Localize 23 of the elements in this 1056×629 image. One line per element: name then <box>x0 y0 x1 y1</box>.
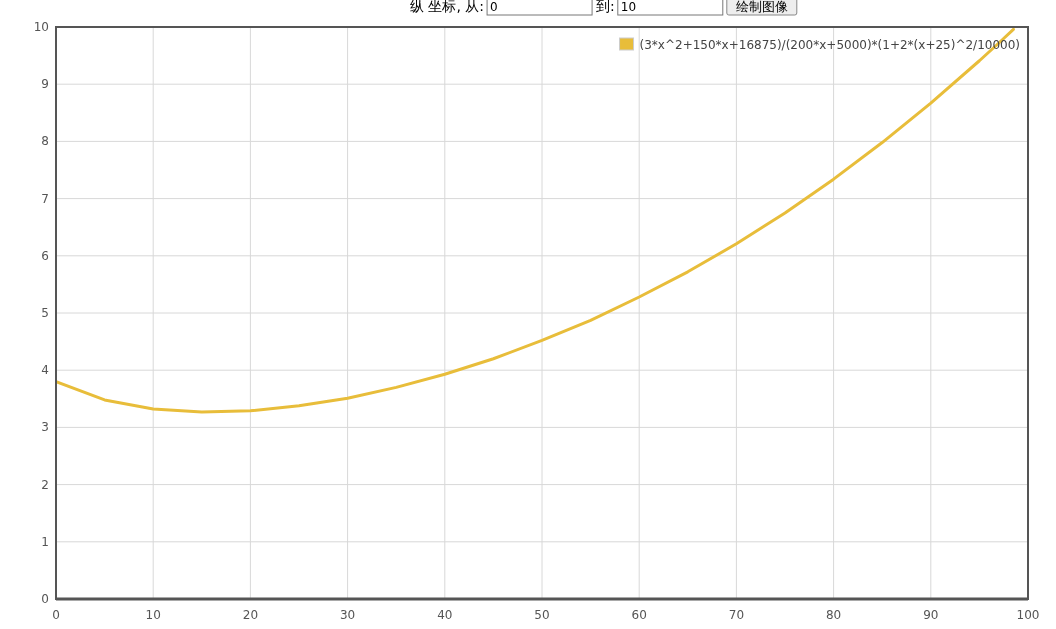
y-tick-label: 6 <box>41 248 49 263</box>
controls: 纵 坐标, 从: 0 到: 10 绘制图像 <box>410 0 798 16</box>
y-tick-label: 10 <box>33 20 49 34</box>
y-tick-label: 2 <box>41 477 49 492</box>
x-tick-label: 70 <box>728 608 745 622</box>
y-tick-label: 7 <box>41 191 49 206</box>
y-tick-label: 4 <box>41 363 49 378</box>
x-tick-label: 80 <box>825 608 842 622</box>
x-tick-label: 30 <box>339 608 356 622</box>
y-tick-label: 0 <box>41 592 49 606</box>
x-tick-label: 10 <box>145 608 161 622</box>
x-tick-label: 0 <box>52 608 60 622</box>
y-tick-label: 8 <box>41 134 49 149</box>
y-tick-label: 1 <box>41 534 49 549</box>
x-tick-label: 50 <box>534 608 550 622</box>
y-tick-label: 9 <box>41 77 49 92</box>
x-tick-label: 100 <box>1016 608 1040 622</box>
x-tick-label: 60 <box>631 608 647 622</box>
x-tick-label: 90 <box>923 608 939 622</box>
y-tick-label: 3 <box>41 420 49 435</box>
x-tick-label: 20 <box>242 608 259 622</box>
y-tick-label: 5 <box>41 306 49 320</box>
x-tick-label: 40 <box>437 608 453 622</box>
